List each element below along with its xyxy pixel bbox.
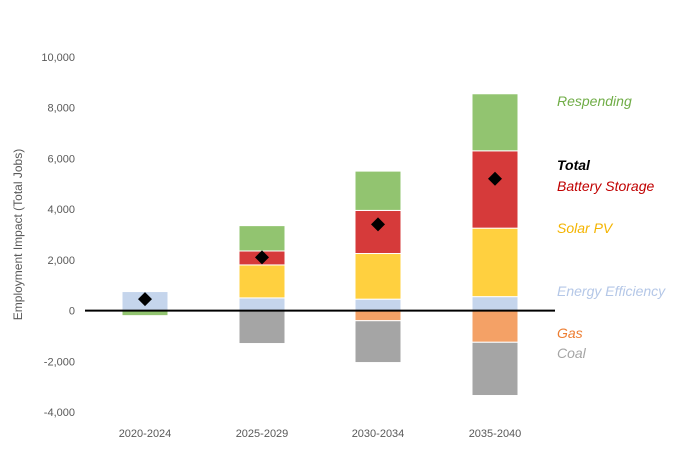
bar-segment-coal bbox=[238, 310, 286, 345]
legend-entry-energy-efficiency: Energy Efficiency bbox=[557, 283, 666, 299]
legend-entry-coal: Coal bbox=[557, 345, 587, 361]
legend-entry-total: Total bbox=[557, 157, 591, 173]
legend-entry-battery-storage: Battery Storage bbox=[557, 178, 654, 194]
total-marker bbox=[255, 250, 269, 265]
y-tick-label: 6,000 bbox=[47, 153, 75, 165]
y-tick-labels: -4,000 -2,000 0 2,000 4,000 6,000 8,000 10,000 bbox=[41, 52, 75, 419]
bar-segment-respending bbox=[238, 225, 286, 252]
y-tick-label: 0 bbox=[69, 306, 75, 318]
y-tick-label: 4,000 bbox=[47, 204, 75, 216]
y-tick-label: 2,000 bbox=[47, 255, 75, 267]
bar-segment-energy-efficiency bbox=[238, 297, 286, 312]
y-tick-label: 8,000 bbox=[47, 103, 75, 115]
bar-segment-energy-efficiency bbox=[471, 296, 519, 312]
total-marker bbox=[371, 217, 385, 232]
legend-entry-gas: Gas bbox=[557, 325, 583, 341]
x-tick-label: 2020-2024 bbox=[119, 428, 172, 440]
bar-segment-battery-storage bbox=[354, 209, 402, 255]
x-tick-labels: 2020-2024 2025-2029 2030-2034 2035-2040 bbox=[119, 428, 522, 440]
bar-segment-respending bbox=[471, 93, 519, 152]
bar-segment-coal bbox=[354, 320, 402, 364]
x-tick-label: 2030-2034 bbox=[352, 428, 405, 440]
total-marker bbox=[138, 292, 152, 307]
bar-segment-solar-pv bbox=[354, 253, 402, 300]
y-tick-label: -4,000 bbox=[44, 407, 75, 419]
bar-segment-respending bbox=[354, 170, 402, 211]
y-tick-label: -2,000 bbox=[44, 356, 75, 368]
bar-segment-gas bbox=[354, 310, 402, 322]
bar-segment-energy-efficiency bbox=[354, 298, 402, 312]
bar-segment-gas bbox=[471, 310, 519, 343]
bar-segment-coal bbox=[471, 341, 519, 397]
legend: Respending Total Battery Storage Solar PV En… bbox=[557, 93, 666, 361]
legend-entry-respending: Respending bbox=[557, 93, 632, 109]
bars-layer bbox=[121, 93, 519, 397]
total-marker bbox=[488, 171, 502, 186]
x-tick-label: 2025-2029 bbox=[236, 428, 289, 440]
legend-entry-solar-pv: Solar PV bbox=[557, 220, 614, 236]
y-tick-label: 10,000 bbox=[41, 52, 75, 64]
x-tick-label: 2035-2040 bbox=[469, 428, 522, 440]
y-axis-title: Employment Impact (Total Jobs) bbox=[11, 149, 25, 320]
total-markers-layer bbox=[138, 171, 502, 307]
bar-segment-solar-pv bbox=[238, 264, 286, 299]
bar-segment-solar-pv bbox=[471, 227, 519, 298]
bar-segment-battery-storage bbox=[471, 150, 519, 229]
